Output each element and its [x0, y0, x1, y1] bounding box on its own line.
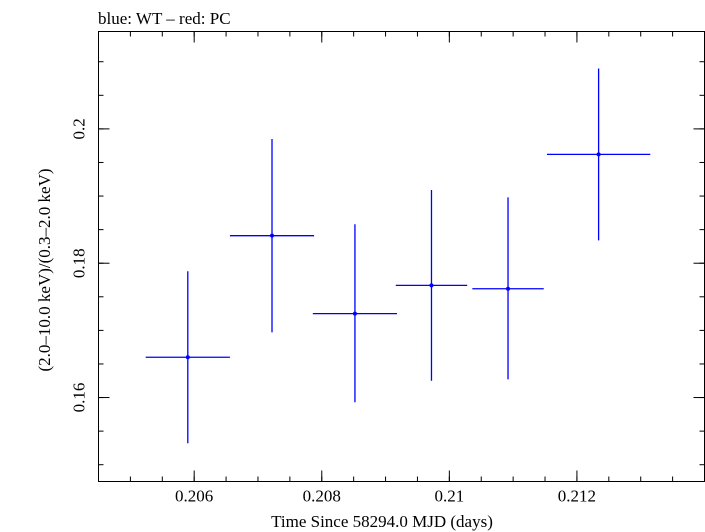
data-point-wt: [145, 271, 230, 444]
data-point-wt: [546, 68, 651, 241]
data-marker: [270, 233, 275, 238]
x-tick-label: 0.21: [434, 487, 464, 506]
x-axis-label: Time Since 58294.0 MJD (days): [271, 512, 493, 531]
chart-title: blue: WT – red: PC: [98, 9, 231, 28]
data-point-wt: [472, 197, 544, 380]
data-point-wt: [229, 138, 315, 333]
axis-ticks: 0.206 0.208 0.21 0.212 0.16 0.18 0.2: [70, 31, 705, 506]
data-marker: [596, 152, 601, 157]
y-tick-label: 0.16: [70, 383, 89, 413]
data-marker: [185, 355, 190, 360]
data-series: [145, 68, 651, 444]
x-tick-label: 0.208: [303, 487, 341, 506]
data-marker: [429, 283, 434, 288]
x-tick-label: 0.212: [558, 487, 596, 506]
x-tick-label: 0.206: [175, 487, 213, 506]
y-tick-label: 0.2: [70, 118, 89, 139]
y-axis-label: (2.0–10.0 keV)/(0.3–2.0 keV): [35, 168, 54, 371]
y-tick-label: 0.18: [70, 248, 89, 278]
data-marker: [352, 311, 357, 316]
data-point-wt: [395, 190, 468, 381]
data-marker: [506, 286, 511, 291]
data-point-wt: [312, 224, 398, 403]
